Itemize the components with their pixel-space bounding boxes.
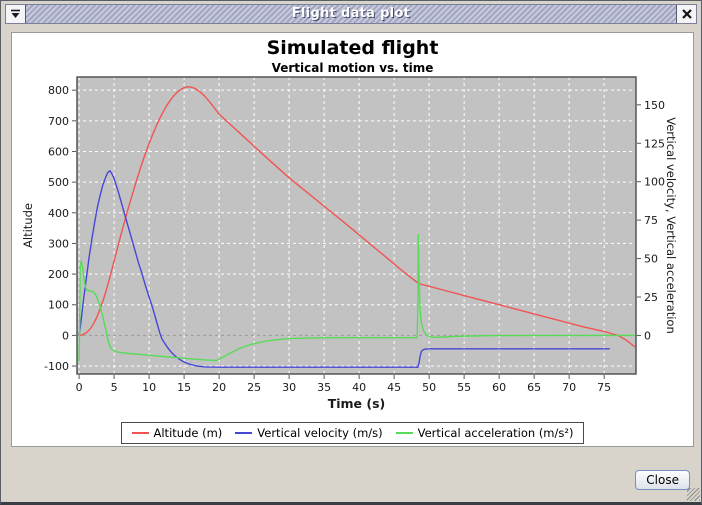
x-tick-label: 50 — [422, 381, 436, 394]
series-line-vertical-velocity-m-s — [78, 169, 610, 368]
close-x-icon — [681, 9, 692, 19]
x-axis-label: Time (s) — [328, 396, 386, 411]
chart-title: Simulated flight — [266, 37, 439, 59]
x-tick-label: 70 — [562, 381, 576, 394]
right-tick-label: 25 — [644, 291, 658, 304]
x-tick-label: 20 — [212, 381, 226, 394]
x-tick-label: 10 — [142, 381, 156, 394]
plot-border — [76, 76, 637, 375]
close-button[interactable]: Close — [635, 470, 690, 490]
x-tick-label: 55 — [457, 381, 471, 394]
x-tick-label: 35 — [317, 381, 331, 394]
right-tick-label: 150 — [644, 99, 665, 112]
window-menu-triangle-icon — [11, 9, 20, 18]
right-tick-label: 50 — [644, 253, 658, 266]
x-tick-label: 75 — [597, 381, 611, 394]
left-tick-label: 0 — [62, 329, 69, 342]
chart-panel: 0 5 10 15 20 25 30 35 40 45 50 55 60 65 70 75 -100 0 100 20… — [11, 32, 694, 447]
left-tick-label: 100 — [48, 299, 69, 312]
x-tick-label: 40 — [352, 381, 366, 394]
left-tick-label: -100 — [44, 360, 69, 373]
x-tick-label: 65 — [527, 381, 541, 394]
window-close-button[interactable] — [676, 5, 696, 23]
right-tick-label: 125 — [644, 137, 665, 150]
left-axis-label: Altitude — [21, 203, 35, 248]
x-tick-label: 25 — [247, 381, 261, 394]
left-tick-label: 400 — [48, 207, 69, 220]
right-axis-label: Vertical velocity, Vertical acceleration — [664, 117, 678, 334]
x-tick-label: 0 — [76, 381, 83, 394]
left-tick-label: 300 — [48, 237, 69, 250]
right-tick-label: 75 — [644, 214, 658, 227]
flight-plot: 0 5 10 15 20 25 30 35 40 45 50 55 60 65 70 75 -100 0 100 20… — [21, 76, 678, 411]
series-line-altitude-m — [78, 86, 636, 348]
right-tick-label: 100 — [644, 176, 665, 189]
x-tick-label: 45 — [387, 381, 401, 394]
left-tick-label: 200 — [48, 268, 69, 281]
x-tick-label: 30 — [282, 381, 296, 394]
chart-subtitle: Vertical motion vs. time — [271, 61, 434, 75]
left-tick-label: 500 — [48, 176, 69, 189]
left-tick-label: 600 — [48, 145, 69, 158]
left-tick-label: 800 — [48, 84, 69, 97]
x-tick-label: 60 — [492, 381, 506, 394]
plot-area — [77, 77, 636, 374]
series-line-vertical-acceleration-m-s — [78, 233, 635, 362]
window-menu-button[interactable] — [6, 5, 26, 23]
window-title: Flight data plot — [291, 6, 411, 21]
right-tick-label: 0 — [644, 329, 651, 342]
left-tick-label: 700 — [48, 115, 69, 128]
x-tick-label: 5 — [111, 381, 118, 394]
resize-grip-icon[interactable] — [687, 488, 700, 501]
window-titlebar[interactable]: Flight data plot — [5, 4, 697, 24]
x-tick-label: 15 — [177, 381, 191, 394]
